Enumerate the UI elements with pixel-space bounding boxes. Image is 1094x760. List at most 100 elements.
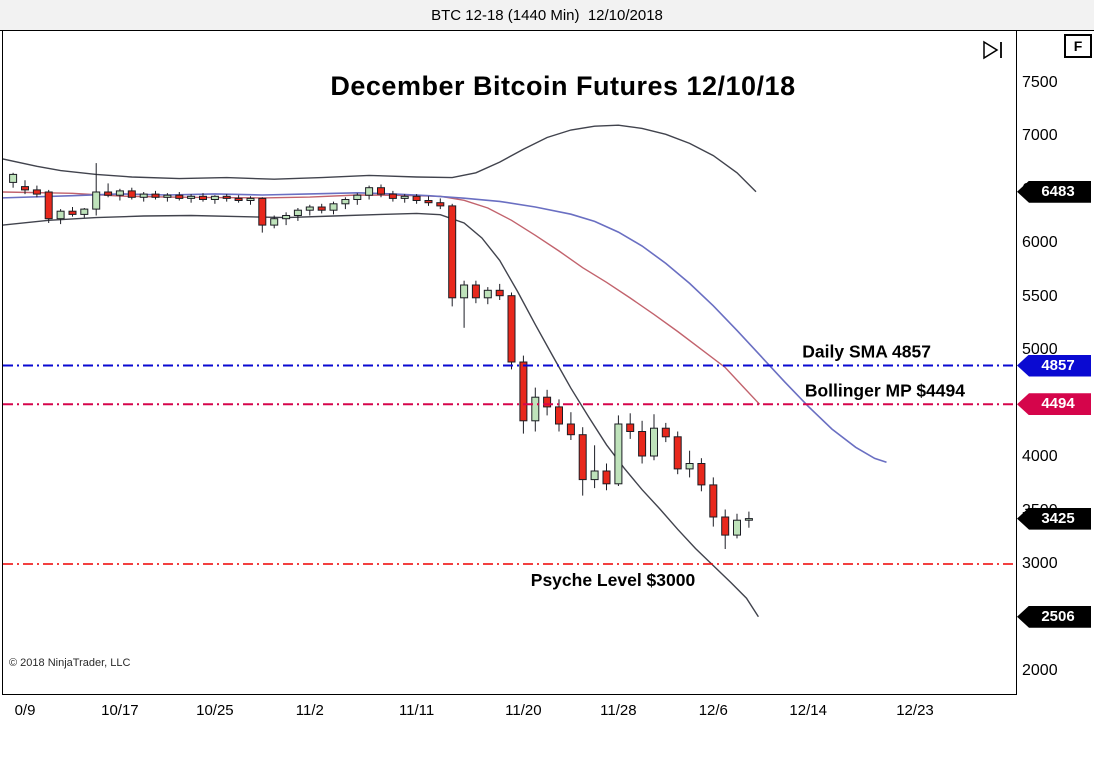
candle-body — [210, 195, 219, 201]
candle-body — [507, 295, 516, 363]
time-axis-label: 0/9 — [14, 702, 36, 719]
candle-body — [566, 423, 575, 436]
price-axis-label: 3000 — [1022, 555, 1058, 572]
time-axis[interactable]: 0/9 10/17 10/25 11/2 11/11 11/20 11/28 12/6 12/1… — [3, 695, 1016, 729]
candle-body — [412, 195, 421, 202]
candle-body — [9, 173, 18, 183]
price-axis-label: 5500 — [1022, 287, 1058, 305]
time-axis-label: 11/2 — [295, 702, 324, 719]
candle-body — [388, 193, 397, 199]
copyright-watermark: © 2018 NinjaTrader, LLC — [9, 657, 131, 669]
candle-body — [483, 289, 492, 299]
sma-line — [3, 191, 887, 463]
time-axis-label: 11/28 — [600, 702, 637, 719]
candle-body — [650, 427, 658, 457]
candle-body — [448, 205, 457, 299]
candle-body — [638, 431, 647, 457]
time-axis-label: 12/6 — [698, 702, 728, 719]
candle-body — [68, 210, 77, 215]
candle-body — [602, 470, 611, 485]
chart-plot-area[interactable]: Daily SMA 4857 Bollinger MP $4494 Psyche L… — [2, 31, 1017, 695]
psyche-level-label: Psyche Level $3000 — [531, 570, 696, 590]
candle-body — [222, 195, 231, 199]
candle-body — [187, 195, 196, 199]
candle-body — [293, 209, 302, 216]
candle-body — [317, 206, 326, 211]
candle-body — [305, 206, 314, 211]
candle-body — [400, 195, 409, 199]
candle-body — [341, 199, 350, 205]
candle-body — [744, 518, 753, 521]
time-axis-label: 11/20 — [505, 702, 542, 719]
go-to-end-icon[interactable] — [980, 39, 1008, 61]
candle-body — [424, 200, 433, 204]
price-tag-last-price: 3425 — [1017, 507, 1091, 530]
candle-body — [80, 208, 89, 215]
candle-body — [377, 187, 385, 195]
candle-body — [460, 284, 469, 299]
candle-body — [733, 519, 741, 536]
chart-title: December Bitcoin Futures 12/10/18 — [330, 71, 796, 101]
price-axis-label: 7000 — [1022, 127, 1058, 145]
candle-body — [697, 463, 706, 486]
candle-body — [270, 218, 279, 226]
candle-body — [685, 463, 694, 470]
candle-body — [258, 197, 267, 226]
price-axis-label: 6000 — [1022, 234, 1058, 252]
candle-body — [151, 193, 160, 198]
candle-body — [365, 187, 374, 196]
candle-body — [127, 190, 136, 198]
chart-frame: Daily SMA 4857 Bollinger MP $4494 Psyche L… — [0, 30, 1094, 731]
candle-body — [471, 284, 480, 299]
time-axis-label: 12/14 — [789, 702, 827, 719]
price-tag-daily-sma: 4857 — [1017, 354, 1091, 377]
bollinger-lower-band — [3, 212, 759, 618]
bollinger-mp-label: Bollinger MP $4494 — [805, 380, 965, 400]
candle-body — [673, 436, 682, 470]
price-tag-bollinger-lower: 2506 — [1017, 605, 1091, 628]
candlestick-chart: Daily SMA 4857 Bollinger MP $4494 Psyche L… — [3, 124, 1016, 618]
price-axis-label: 2000 — [1022, 661, 1058, 679]
candle-body — [495, 289, 504, 297]
candle-body — [115, 190, 124, 196]
candle-body — [353, 194, 362, 200]
chart-f-button[interactable]: F — [1064, 34, 1092, 58]
price-axis-label: 7500 — [1022, 74, 1058, 91]
time-axis-label: 10/25 — [196, 702, 234, 719]
candle-body — [21, 186, 29, 191]
candle-body — [32, 189, 41, 195]
price-axis-label: 4000 — [1022, 448, 1058, 466]
candle-body — [709, 484, 718, 518]
bollinger-upper-band — [3, 124, 757, 193]
price-axis-label: 5000 — [1022, 341, 1058, 359]
candle-body — [661, 427, 670, 438]
candle-body — [578, 434, 587, 481]
bollinger-midline — [3, 191, 761, 405]
candle-body — [519, 361, 528, 422]
candle-body — [282, 215, 291, 220]
candle-body — [543, 396, 552, 408]
candle-body — [199, 195, 207, 201]
candle-body — [234, 197, 243, 201]
price-tag-bollinger-upper: 6483 — [1017, 180, 1091, 203]
price-axis[interactable]: F 75007000650060005500500045004000350030… — [1017, 31, 1094, 729]
candle-body — [175, 194, 184, 199]
candle-body — [163, 194, 172, 198]
candle-body — [246, 197, 255, 201]
time-axis-label: 10/17 — [101, 702, 139, 719]
candle-body — [436, 202, 445, 207]
time-axis-label: 11/11 — [398, 702, 435, 719]
candle-body — [614, 423, 623, 485]
time-axis-label: 12/23 — [896, 702, 934, 719]
candle-body — [329, 203, 338, 211]
candle-body — [721, 516, 730, 536]
candle-body — [104, 191, 113, 196]
candle-body — [139, 193, 148, 198]
daily-sma-label: Daily SMA 4857 — [802, 342, 931, 362]
candle-body — [531, 396, 540, 422]
window-titlebar[interactable]: BTC 12-18 (1440 Min) 12/10/2018 — [0, 0, 1094, 30]
candle-body — [590, 470, 599, 481]
window-title: BTC 12-18 (1440 Min) 12/10/2018 — [431, 6, 663, 24]
candle-body — [626, 423, 635, 432]
